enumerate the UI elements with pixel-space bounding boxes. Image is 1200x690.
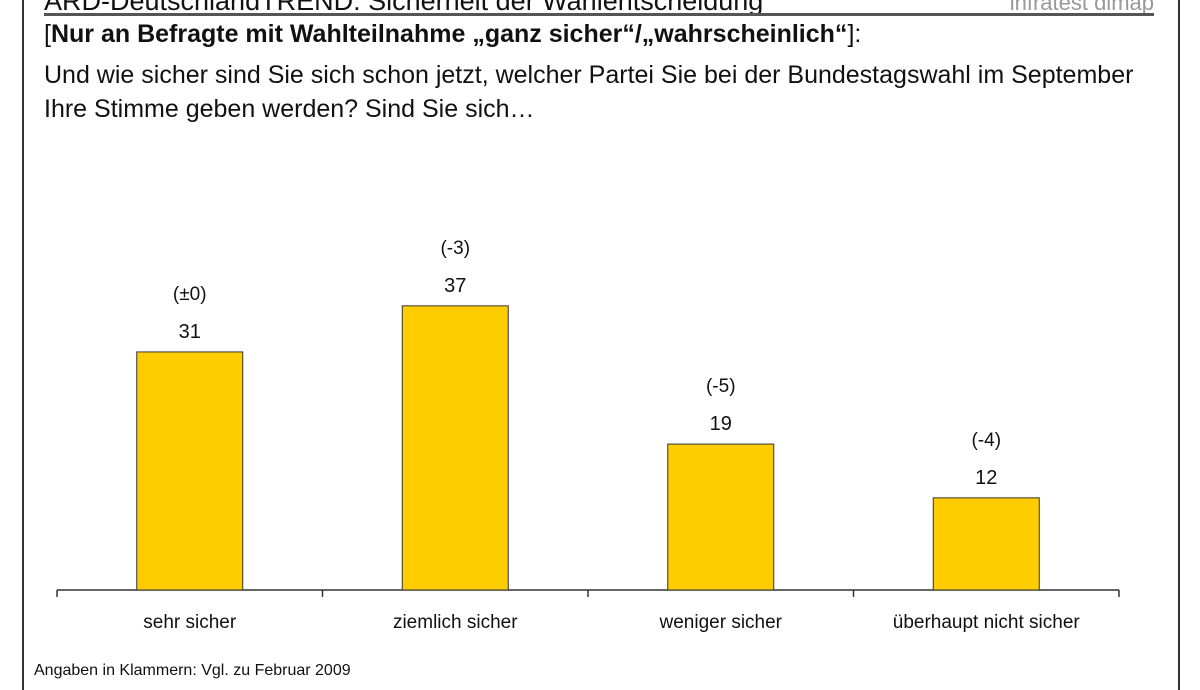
title-divider — [44, 13, 1154, 16]
data-label: 19 — [710, 413, 732, 435]
change-label: (-5) — [706, 376, 736, 397]
change-label: (±0) — [173, 284, 207, 305]
change-label: (-3) — [440, 238, 470, 259]
x-tick-label: sehr sicher — [143, 612, 237, 633]
data-label: 31 — [179, 321, 201, 343]
x-tick-label: weniger sicher — [659, 612, 783, 633]
brand-logo-text: infratest dimap — [1009, 0, 1154, 15]
question-text: Und wie sicher sind Sie sich schon jetzt… — [44, 61, 1134, 123]
bar — [932, 497, 1040, 591]
bar — [136, 351, 244, 591]
x-tick-label: ziemlich sicher — [393, 612, 518, 633]
chart-frame — [22, 0, 1180, 690]
data-label: 37 — [444, 275, 466, 297]
data-label: 12 — [975, 467, 997, 489]
bar-chart: 31 (±0) sehr sicher 37 (-3) ziemlich sicher 19… — [56, 238, 1120, 633]
bracket-open: [ — [44, 20, 51, 48]
x-tick-label: überhaupt nicht sicher — [893, 612, 1081, 633]
footnote: Angaben in Klammern: Vgl. zu Februar 200… — [34, 662, 351, 679]
respondent-filter: [Nur an Befragte mit Wahlteilnahme „ganz… — [44, 20, 861, 49]
bar — [667, 443, 775, 591]
chart-title: ARD-DeutschlandTREND: Sicherheit der Wah… — [44, 0, 764, 16]
change-label: (-4) — [971, 430, 1001, 451]
filter-text: Nur an Befragte mit Wahlteilnahme „ganz … — [50, 20, 848, 48]
bracket-close: ]: — [847, 20, 862, 48]
bar — [401, 305, 509, 591]
